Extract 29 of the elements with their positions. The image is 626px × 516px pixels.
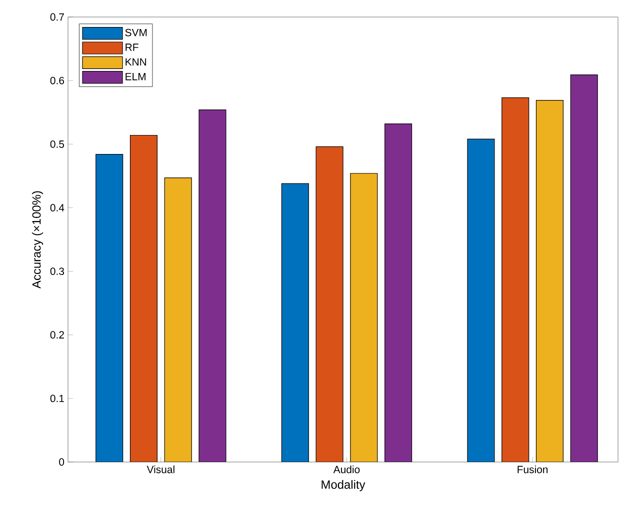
bar <box>467 138 495 462</box>
y-tick-label: 0.3 <box>50 268 64 275</box>
bar <box>316 146 344 462</box>
bar <box>502 97 530 462</box>
y-tick-label: 0.6 <box>50 76 64 84</box>
bar <box>570 74 598 462</box>
y-tick-label: 0.2 <box>50 331 64 339</box>
y-tick-label: 0.7 <box>50 13 64 21</box>
y-axis-title: Accuracy (×100%) <box>32 191 44 288</box>
bar <box>130 134 158 462</box>
x-axis-title: Modality <box>322 480 366 492</box>
bar <box>536 100 564 462</box>
y-tick-label: 0.5 <box>50 140 64 148</box>
bar <box>164 178 192 462</box>
legend-label: SVM <box>125 28 147 36</box>
legend-label: ELM <box>126 73 146 80</box>
bar <box>350 173 378 462</box>
y-tick-label: 0 <box>59 458 64 466</box>
bar <box>198 110 226 462</box>
y-tick-label: 0.4 <box>50 204 64 212</box>
y-tick-label: 0.1 <box>50 394 64 402</box>
bar <box>281 183 309 462</box>
bar <box>96 154 124 462</box>
x-tick-label: Fusion <box>518 466 548 474</box>
legend-label: RF <box>126 44 138 51</box>
bar <box>384 124 412 462</box>
legend-label: KNN <box>126 58 146 66</box>
x-tick-label: Visual <box>146 466 174 474</box>
x-tick-label: Audio <box>333 466 360 474</box>
